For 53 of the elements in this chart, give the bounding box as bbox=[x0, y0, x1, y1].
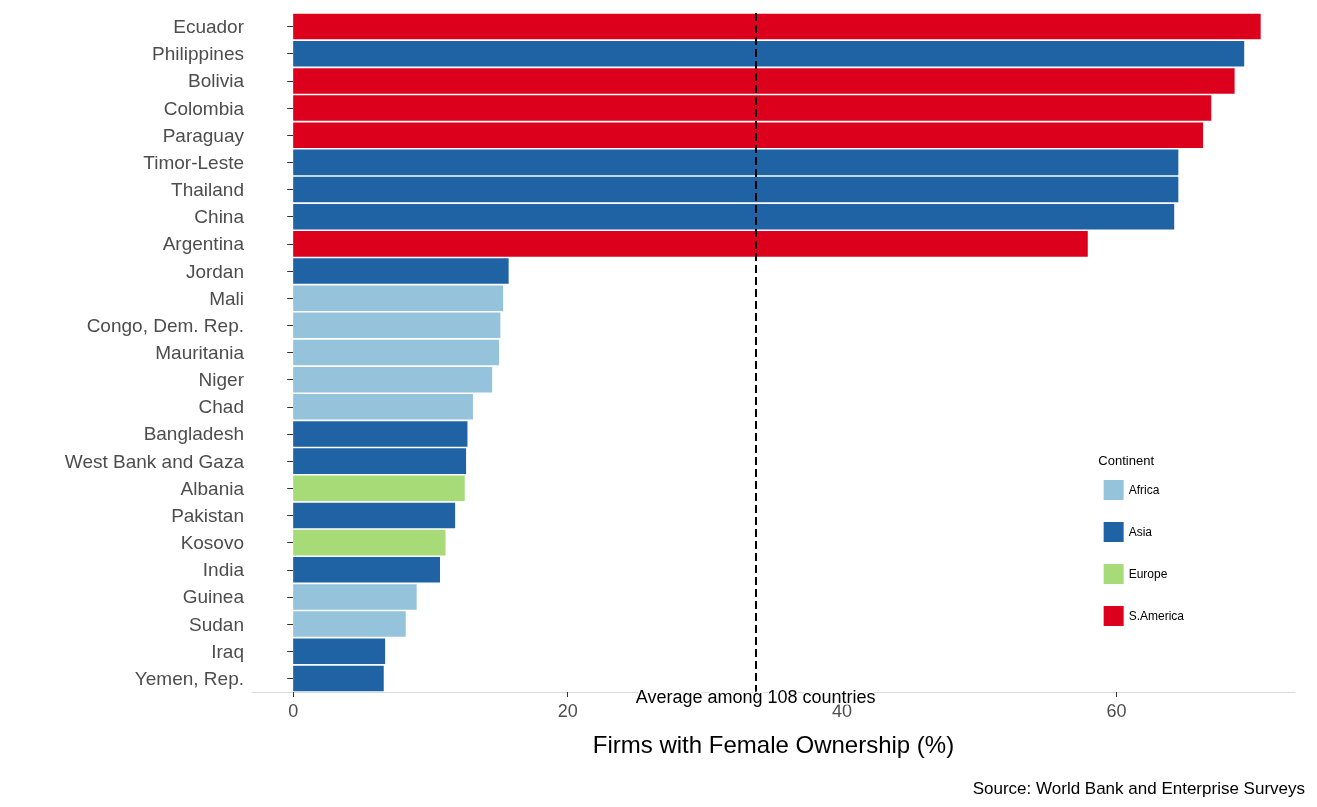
y-tick-label: Guinea bbox=[182, 586, 245, 608]
bar bbox=[293, 394, 473, 420]
bar bbox=[293, 475, 465, 502]
legend-label: S.America bbox=[1128, 609, 1185, 623]
bar bbox=[293, 149, 1179, 176]
y-tick-label: Jordan bbox=[185, 260, 244, 282]
bar bbox=[293, 258, 509, 284]
bar bbox=[293, 312, 501, 339]
y-tick-label: Thailand bbox=[171, 179, 244, 201]
legend-label: Africa bbox=[1128, 483, 1160, 497]
source-note: Source: World Bank and Enterprise Surveys bbox=[972, 779, 1306, 798]
x-axis-title: Firms with Female Ownership (%) bbox=[592, 730, 955, 758]
bar bbox=[293, 176, 1179, 203]
y-tick-label: Philippines bbox=[152, 43, 244, 65]
bar bbox=[293, 339, 500, 366]
y-tick-label: Pakistan bbox=[171, 504, 244, 526]
bar bbox=[293, 40, 1245, 67]
legend-label: Asia bbox=[1128, 525, 1153, 539]
legend-label: Europe bbox=[1128, 567, 1168, 581]
y-tick-label: Kosovo bbox=[180, 532, 244, 554]
y-tick-label: Congo, Dem. Rep. bbox=[86, 314, 244, 336]
bar bbox=[293, 529, 446, 556]
bar bbox=[293, 203, 1175, 230]
y-tick-label: Sudan bbox=[189, 613, 244, 635]
bar bbox=[293, 502, 456, 529]
y-tick-label: Mauritania bbox=[155, 342, 245, 363]
bar bbox=[293, 557, 441, 583]
bar bbox=[293, 285, 504, 311]
y-tick-label: Mali bbox=[209, 287, 244, 309]
bar bbox=[293, 665, 384, 692]
y-tick-label: Timor-Leste bbox=[143, 151, 244, 173]
y-tick-label: Albania bbox=[180, 477, 245, 499]
y-tick-label: Colombia bbox=[163, 97, 245, 119]
y-tick-label: India bbox=[202, 559, 245, 581]
y-tick-label: Iraq bbox=[211, 640, 244, 662]
bar bbox=[293, 13, 1261, 40]
y-tick-label: China bbox=[194, 206, 245, 228]
legend-title: Continent bbox=[1098, 453, 1155, 468]
bar bbox=[293, 231, 1088, 257]
y-tick-label: Yemen, Rep. bbox=[134, 667, 244, 689]
y-tick-label: Bolivia bbox=[188, 70, 245, 92]
x-tick-label: 20 bbox=[557, 701, 578, 721]
y-tick-label: Ecuador bbox=[173, 16, 245, 38]
bar bbox=[293, 366, 493, 393]
x-tick-label: 60 bbox=[1106, 701, 1127, 721]
y-tick-label: Argentina bbox=[162, 233, 245, 255]
y-tick-label: Niger bbox=[198, 369, 245, 391]
y-tick-label: Paraguay bbox=[162, 124, 245, 146]
y-tick-label: Bangladesh bbox=[143, 423, 244, 445]
y-tick-label: West Bank and Gaza bbox=[64, 450, 245, 472]
bar bbox=[293, 638, 386, 665]
x-tick-label: 0 bbox=[288, 701, 299, 721]
y-tick-label: Chad bbox=[198, 396, 244, 418]
